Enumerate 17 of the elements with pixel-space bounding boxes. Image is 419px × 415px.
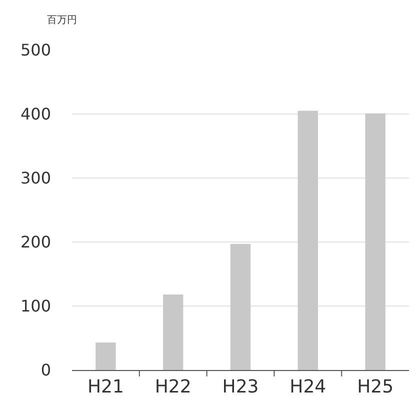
x-tick-label: H21 — [87, 376, 124, 398]
bar — [230, 244, 251, 370]
y-tick-label: 0 — [40, 360, 51, 380]
y-axis-title: 百万円 — [47, 15, 77, 26]
bar — [162, 294, 184, 370]
bar — [96, 342, 116, 370]
bar — [298, 110, 318, 370]
x-tick-label: H22 — [154, 376, 192, 398]
y-tick-label: 200 — [20, 232, 51, 252]
x-tick-label: H23 — [222, 376, 259, 398]
x-tick-label: H24 — [290, 376, 326, 398]
y-tick-label: 100 — [20, 296, 51, 316]
x-tick-label: H25 — [357, 376, 394, 398]
y-tick-label: 300 — [20, 168, 51, 188]
y-tick-label: 400 — [20, 104, 51, 124]
bar — [365, 113, 386, 370]
y-tick-label: 500 — [20, 40, 51, 60]
